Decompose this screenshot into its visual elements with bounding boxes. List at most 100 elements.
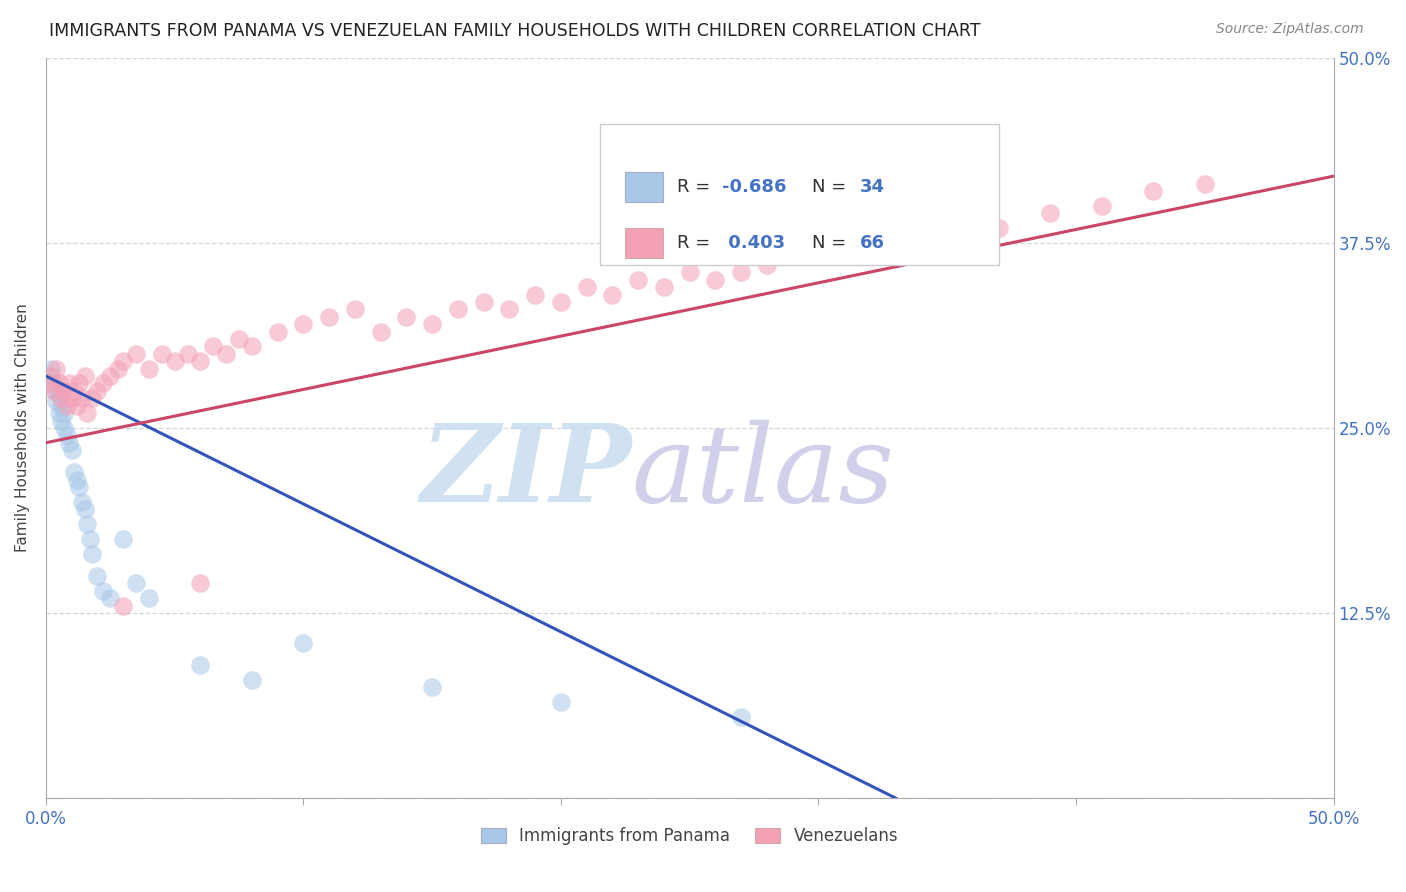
Y-axis label: Family Households with Children: Family Households with Children <box>15 303 30 552</box>
Text: IMMIGRANTS FROM PANAMA VS VENEZUELAN FAMILY HOUSEHOLDS WITH CHILDREN CORRELATION: IMMIGRANTS FROM PANAMA VS VENEZUELAN FAM… <box>49 22 981 40</box>
Text: Source: ZipAtlas.com: Source: ZipAtlas.com <box>1216 22 1364 37</box>
Point <box>48 406 70 420</box>
Point <box>98 591 121 606</box>
Text: N =: N = <box>813 178 852 196</box>
Point <box>240 673 263 687</box>
Point <box>51 399 73 413</box>
Point <box>63 384 86 398</box>
Point <box>190 576 212 591</box>
Point <box>45 361 67 376</box>
Point <box>420 680 443 694</box>
Point <box>76 406 98 420</box>
Point <box>550 295 572 310</box>
Point <box>343 302 366 317</box>
Point <box>190 657 212 672</box>
Point <box>420 318 443 332</box>
Text: 34: 34 <box>859 178 884 196</box>
Point <box>910 221 932 235</box>
Point <box>53 421 76 435</box>
Point <box>112 354 135 368</box>
Point <box>150 347 173 361</box>
Point <box>91 583 114 598</box>
Point <box>447 302 470 317</box>
Point <box>292 635 315 649</box>
Point <box>138 361 160 376</box>
Point <box>240 339 263 353</box>
FancyBboxPatch shape <box>599 124 998 265</box>
Point <box>884 228 907 243</box>
Text: -0.686: -0.686 <box>721 178 786 196</box>
Point <box>86 569 108 583</box>
Point <box>51 413 73 427</box>
Point <box>138 591 160 606</box>
Point <box>73 369 96 384</box>
Point <box>69 376 91 391</box>
Point <box>267 325 290 339</box>
Point <box>550 695 572 709</box>
Point <box>55 399 77 413</box>
Point <box>176 347 198 361</box>
Point <box>807 243 830 257</box>
Point <box>51 392 73 406</box>
Point <box>318 310 340 324</box>
Point <box>91 376 114 391</box>
Point <box>58 376 80 391</box>
Point <box>53 406 76 420</box>
Point <box>82 392 104 406</box>
Point <box>112 532 135 546</box>
Point <box>70 495 93 509</box>
Point <box>627 273 650 287</box>
Point <box>39 361 62 376</box>
Point <box>524 287 547 301</box>
Point <box>704 273 727 287</box>
Point <box>730 265 752 279</box>
Point <box>730 709 752 723</box>
Point <box>987 221 1010 235</box>
FancyBboxPatch shape <box>626 172 662 202</box>
Point <box>936 213 959 227</box>
Point <box>82 547 104 561</box>
Point <box>48 376 70 391</box>
Point <box>58 435 80 450</box>
Point <box>190 354 212 368</box>
Point <box>370 325 392 339</box>
Point <box>38 376 60 391</box>
Point <box>63 466 86 480</box>
Point <box>45 394 67 409</box>
Point <box>292 318 315 332</box>
Point <box>69 480 91 494</box>
Point <box>832 235 855 250</box>
Point <box>395 310 418 324</box>
Point <box>652 280 675 294</box>
Point <box>125 576 148 591</box>
Point <box>859 235 882 250</box>
Text: R =: R = <box>676 178 716 196</box>
Point <box>86 384 108 398</box>
Point <box>202 339 225 353</box>
Point <box>782 243 804 257</box>
FancyBboxPatch shape <box>626 228 662 258</box>
Point <box>756 258 779 272</box>
Point <box>125 347 148 361</box>
Point <box>76 517 98 532</box>
Text: 66: 66 <box>859 234 884 252</box>
Point <box>42 384 65 398</box>
Point <box>1039 206 1062 220</box>
Point <box>66 473 89 487</box>
Point <box>55 428 77 442</box>
Point <box>48 388 70 402</box>
Text: N =: N = <box>813 234 852 252</box>
Point <box>98 369 121 384</box>
Point <box>1091 199 1114 213</box>
Text: R =: R = <box>676 234 716 252</box>
Point <box>79 532 101 546</box>
Point <box>575 280 598 294</box>
Point <box>45 384 67 398</box>
Point <box>60 392 83 406</box>
Point <box>215 347 238 361</box>
Point <box>73 502 96 516</box>
Point <box>39 369 62 384</box>
Point <box>679 265 702 279</box>
Point <box>228 332 250 346</box>
Point <box>472 295 495 310</box>
